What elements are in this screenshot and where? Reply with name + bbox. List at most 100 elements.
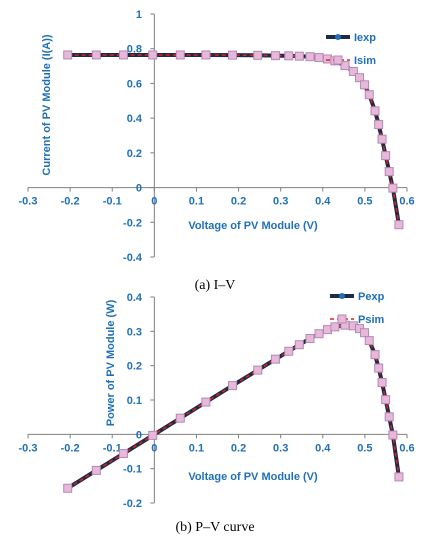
iv-series-sim-point [284,51,294,61]
pv-x-tick-label: 0.4 [315,442,331,454]
pv-legend-sim-label: Psim [358,314,385,326]
iv-series-sim-point [118,50,128,60]
pv-series-sim-point [284,346,294,356]
pv-series-sim-point [314,329,324,339]
pv-series-sim-line [67,324,400,489]
pv-series-sim-point [270,354,280,364]
iv-x-tick-label: 0.6 [399,196,414,208]
pv-x-tick-label: 0.1 [189,442,204,454]
pv-x-tick-label: 0.3 [273,442,288,454]
pv-x-tick-label: -0.3 [19,442,38,454]
pv-series-sim-point [381,395,391,405]
iv-y-tick-label: 0 [136,183,142,195]
iv-series-sim-point [91,50,101,60]
pv-x-tick-label: -0.1 [103,442,122,454]
iv-series-sim-point [63,50,73,60]
pv-series-sim-point [377,377,387,387]
iv-x-tick-label: -0.2 [61,196,80,208]
iv-series-sim-point [370,106,380,116]
iv-x-tick-label: 0.5 [357,196,372,208]
iv-series-sim-point [384,167,394,177]
iv-series-sim-point [394,220,404,230]
iv-legend-exp-label: Iexp [354,32,376,44]
iv-y-tick-label: -0.4 [123,252,143,264]
iv-legend-sim-marker [333,55,343,65]
iv-caption: (a) I–V [195,278,236,293]
iv-legend-exp-marker [335,34,341,40]
iv-y-tick-label: 0.2 [127,148,142,160]
pv-series-sim-point [305,334,315,344]
pv-y-axis-title: Power of PV Module (W) [105,299,117,426]
pv-series-sim-point [374,363,384,373]
iv-series-sim-point [360,80,370,90]
pv-y-tick-label: 0.2 [127,361,142,373]
iv-series-sim-point [270,51,280,61]
pv-chart: -0.3 -0.2 -0.1 0 0.1 0.2 0.3 0.4 0.5 0.6 -0.2 -0.1 0… [19,291,415,510]
iv-series-sim-point [354,73,364,83]
pv-y-tick-label: 0.1 [127,395,142,407]
iv-x-tick-label: 0 [151,196,157,208]
iv-y-tick-label: 1 [136,9,142,21]
iv-series-sim-point [314,53,324,63]
pv-y-tick-label: -0.1 [123,464,142,476]
pv-x-tick-label: 0.5 [357,442,372,454]
iv-series-sim-point [227,50,237,60]
pv-x-tick-label: 0 [151,442,157,454]
pv-x-tick-label: 0.6 [399,442,414,454]
iv-y-tick-label: 0.6 [127,78,142,90]
pv-y-tick-label: 0.4 [127,292,143,304]
pv-series-sim-point [364,336,374,346]
pv-series-sim-point [118,449,128,459]
iv-series-sim-point [305,52,315,62]
pv-series-sim-point [201,397,211,407]
pv-series-sim-point [227,381,237,391]
iv-series-sim-point [201,50,211,60]
pv-series-sim-point [360,328,370,338]
pv-series-sim-point [175,413,185,423]
iv-series-sim-point [388,183,398,193]
pv-series-sim-point [63,483,73,493]
pv-x-tick-label: -0.2 [61,442,80,454]
iv-series-sim-point [294,51,304,61]
iv-y-axis-title: Current of PV Module (I(A)) [41,34,53,175]
pv-series-sim-point [322,325,332,335]
iv-series-sim-point [377,134,387,144]
iv-series-sim-point [148,50,158,60]
iv-series-sim-point [253,50,263,60]
pv-series-sim-point [384,412,394,422]
pv-series-sim-point [148,430,158,440]
iv-x-tick-label: 0.2 [231,196,246,208]
pv-y-tick-label: 0.3 [127,326,142,338]
iv-series-sim-point [374,120,384,130]
iv-series-sim-point [175,50,185,60]
pv-legend-exp-marker [339,293,345,299]
iv-chart: -0.3 -0.2 -0.1 0 0.1 0.2 0.3 0.4 0.5 0.6-0.4-0.20… [19,9,415,264]
pv-caption: (b) P–V curve [175,520,254,535]
pv-series-sim-point [388,430,398,440]
pv-y-tick-label: -0.2 [123,498,142,510]
iv-y-tick-label: -0.2 [123,217,142,229]
iv-x-tick-label: -0.3 [19,196,38,208]
pv-series-sim-point [330,322,340,332]
iv-series-sim-point [322,54,332,64]
pv-series-sim-point [294,340,304,350]
iv-x-tick-label: 0.3 [273,196,288,208]
pv-x-axis-title: Voltage of PV Module (V) [188,471,318,483]
iv-y-tick-label: 0.8 [127,44,142,56]
pv-series-sim-point [394,472,404,482]
iv-x-axis-title: Voltage of PV Module (V) [188,220,318,232]
pv-series-exp-line [66,323,401,490]
iv-legend-sim-label: Isim [354,55,376,67]
iv-x-tick-label: 0.1 [189,196,204,208]
iv-series-sim-point [364,90,374,100]
iv-series-sim-point [348,66,358,76]
pv-series-sim-point [253,365,263,375]
pv-x-tick-label: 0.2 [231,442,246,454]
iv-series-sim-point [381,151,391,161]
iv-series-sim-point [340,61,350,71]
pv-legend-sim-marker [337,314,347,324]
iv-x-tick-label: -0.1 [103,196,122,208]
pv-legend-exp-label: Pexp [358,291,385,303]
pv-series-sim-point [370,350,380,360]
